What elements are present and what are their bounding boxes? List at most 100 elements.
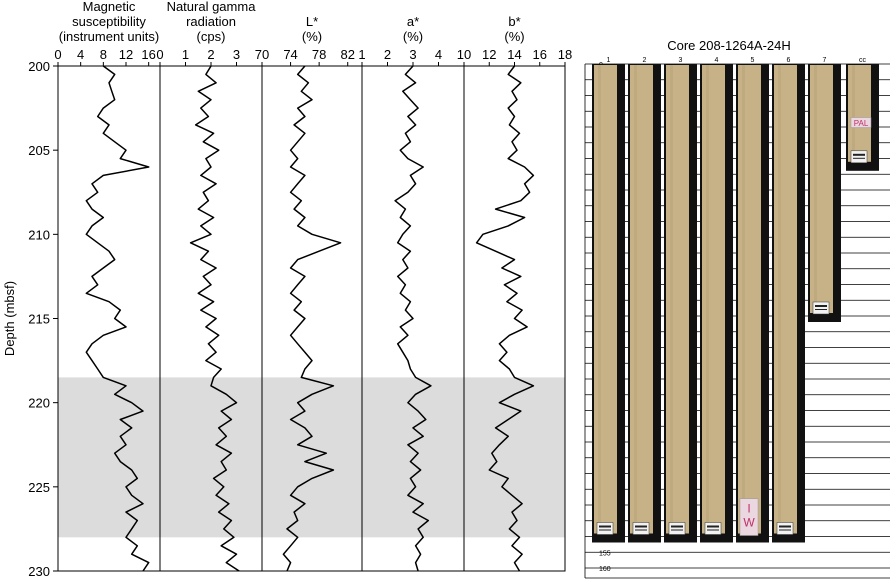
core-sediment-streak xyxy=(852,65,855,162)
core-section-label: 1 xyxy=(607,57,611,64)
panel-title-ms: susceptibility xyxy=(72,14,146,29)
x-tick-label-L: 74 xyxy=(283,47,297,62)
panel-title-b: (%) xyxy=(504,29,524,44)
core-barcode-stripe xyxy=(671,529,683,531)
core-sediment-streak xyxy=(742,65,745,534)
x-tick-label-ngr: 2 xyxy=(207,47,214,62)
core-sediment-streak xyxy=(706,65,709,534)
core-sediment xyxy=(594,65,617,534)
shaded-interval xyxy=(58,377,565,538)
core-pal-text: PAL xyxy=(854,119,869,128)
core-barcode-label xyxy=(632,522,650,535)
core-section-label: 6 xyxy=(787,57,791,64)
x-tick-label-ngr: 0 xyxy=(156,47,163,62)
x-tick-label-ms: 16 xyxy=(141,47,155,62)
depth-tick-label: 215 xyxy=(28,312,50,327)
core-barcode-stripe xyxy=(599,525,611,528)
core-barcode-stripe xyxy=(635,525,647,528)
panel-title-ngr: Natural gamma xyxy=(167,0,257,14)
x-tick-label-a: 1 xyxy=(358,47,365,62)
core-sediment-streak xyxy=(670,65,673,534)
x-tick-label-L: 82 xyxy=(340,47,354,62)
core-iw-tag xyxy=(739,498,759,536)
core-sediment xyxy=(666,65,689,534)
panel-title-ms: (instrument units) xyxy=(59,29,159,44)
core-sediment-streak xyxy=(778,65,781,534)
x-tick-label-a: 3 xyxy=(409,47,416,62)
core-sediment xyxy=(630,65,653,534)
core-iw-text: W xyxy=(743,516,755,530)
core-section-label: 2 xyxy=(643,57,647,64)
core-sediment xyxy=(702,65,725,534)
core-iw-text: I xyxy=(747,502,750,516)
depth-tick-label: 205 xyxy=(28,143,50,158)
core-barcode-stripe xyxy=(707,529,719,531)
panel-title-L: L* xyxy=(306,14,318,29)
core-section-label: cc xyxy=(859,57,867,64)
core-barcode-label xyxy=(776,522,794,535)
core-barcode-label xyxy=(850,150,868,164)
depth-tick-label: 210 xyxy=(28,227,50,242)
core-depth-label: 160 xyxy=(599,566,611,573)
panel-title-ngr: radiation xyxy=(186,14,236,29)
series-line-a xyxy=(394,65,432,572)
x-tick-label-ms: 8 xyxy=(100,47,107,62)
panel-title-a: (%) xyxy=(403,29,423,44)
core-barcode-label xyxy=(668,522,686,535)
core-barcode-stripe xyxy=(671,525,683,528)
core-barcode-stripe xyxy=(779,525,791,528)
depth-tick-label: 230 xyxy=(28,564,50,579)
x-tick-label-ngr: 3 xyxy=(233,47,240,62)
panel-title-L: (%) xyxy=(302,29,322,44)
core-barcode-stripe xyxy=(635,529,647,531)
core-barcode-label xyxy=(704,522,722,535)
panel-title-a: a* xyxy=(407,14,419,29)
core-barcode-stripe xyxy=(853,157,865,159)
core-sediment-streak xyxy=(634,65,637,534)
core-barcode-stripe xyxy=(815,305,827,307)
core-barcode-stripe xyxy=(707,525,719,528)
panel-title-b: b* xyxy=(508,14,520,29)
core-sediment xyxy=(738,65,761,534)
core-sediment xyxy=(810,65,833,313)
x-tick-label-b: 16 xyxy=(533,47,547,62)
depth-tick-label: 220 xyxy=(28,396,50,411)
core-title: Core 208-1264A-24H xyxy=(667,38,791,53)
x-tick-label-a: 4 xyxy=(435,47,442,62)
depth-tick-label: 200 xyxy=(28,59,50,74)
core-section-label: 7 xyxy=(823,57,827,64)
x-tick-label-ngr: 1 xyxy=(182,47,189,62)
core-barcode-label xyxy=(596,522,614,535)
x-tick-label-ms: 12 xyxy=(119,47,133,62)
depth-tick-label: 225 xyxy=(28,480,50,495)
core-sediment xyxy=(848,65,871,162)
core-barcode-stripe xyxy=(815,309,827,310)
core-pal-tag xyxy=(850,117,872,128)
series-line-b xyxy=(475,65,535,572)
core-sediment xyxy=(774,65,797,534)
core-sediment-streak xyxy=(814,65,817,313)
core-depth-label: 155 xyxy=(599,550,611,557)
series-line-ngr xyxy=(189,65,240,572)
core-barcode-label xyxy=(812,301,830,315)
depth-axis-label: Depth (mbsf) xyxy=(2,281,17,356)
x-tick-label-L: 70 xyxy=(255,47,269,62)
core-barcode-stripe xyxy=(853,153,865,156)
x-tick-label-b: 14 xyxy=(507,47,521,62)
core-barcode-stripe xyxy=(599,529,611,531)
x-tick-label-b: 10 xyxy=(457,47,471,62)
panel-title-ngr: (cps) xyxy=(197,29,226,44)
x-tick-label-L: 78 xyxy=(312,47,326,62)
x-tick-label-b: 18 xyxy=(558,47,572,62)
series-line-L xyxy=(282,65,342,572)
core-section-label: 5 xyxy=(751,57,755,64)
x-tick-label-ms: 0 xyxy=(54,47,61,62)
x-tick-label-a: 2 xyxy=(384,47,391,62)
core-photo-panel: Core 208-1264A-24H0510152025303540455055… xyxy=(584,38,890,579)
panel-title-ms: Magnetic xyxy=(83,0,136,14)
core-sediment-streak xyxy=(598,65,601,534)
x-tick-label-b: 12 xyxy=(482,47,496,62)
core-section-label: 4 xyxy=(715,57,719,64)
